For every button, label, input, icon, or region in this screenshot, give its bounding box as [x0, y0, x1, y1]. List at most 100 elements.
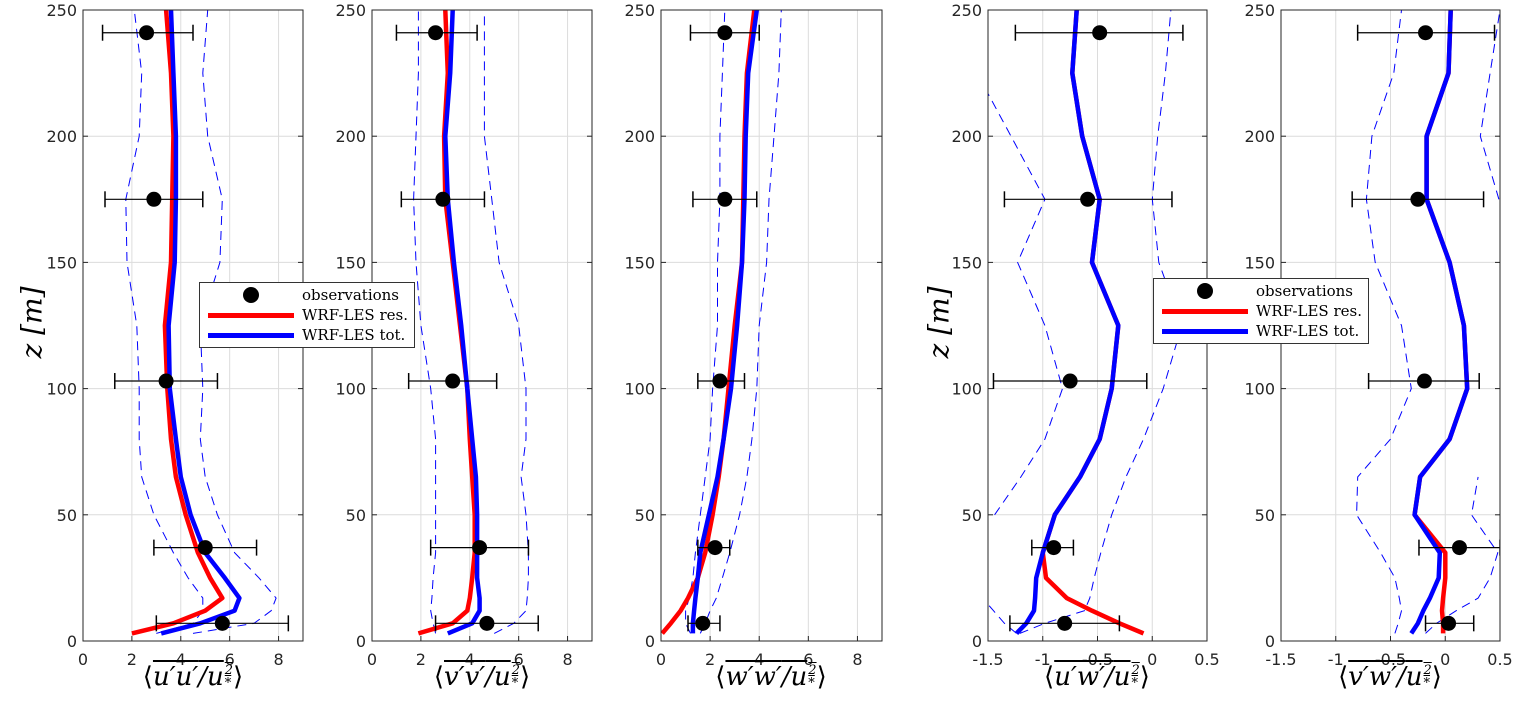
y-tick-label: 0	[356, 632, 366, 651]
legend-tot-label: WRF-LES tot.	[302, 326, 406, 344]
tot-line	[690, 10, 760, 634]
observation-point	[1451, 540, 1467, 556]
legend-obs-marker	[1197, 283, 1213, 299]
legend-res-label: WRF-LES res.	[302, 306, 408, 324]
y-label-text: z [m]	[922, 286, 956, 359]
plot-area	[1351, 10, 1500, 635]
plot-area	[988, 10, 1184, 636]
lower-bound-dashed-line	[413, 10, 437, 634]
x-tick-label: 8	[562, 650, 572, 669]
y-tick-label: 250	[1244, 1, 1275, 20]
x-label-quantity: u′u′	[152, 662, 199, 692]
x-label-sub: *	[1423, 676, 1430, 691]
x-tick-label: 6	[225, 650, 235, 669]
tot-line	[160, 10, 242, 636]
x-tick-label: -0.5	[1375, 650, 1406, 669]
y-label-text: z [m]	[15, 286, 49, 359]
x-tick-label: 0	[656, 650, 666, 669]
y-tick-label: 150	[951, 253, 982, 272]
x-tick-label: 0	[78, 650, 88, 669]
y-tick-label: 200	[1244, 127, 1275, 146]
y-tick-label: 150	[335, 253, 366, 272]
x-label-sub: *	[224, 676, 232, 691]
x-label-scale: u	[493, 662, 511, 692]
lower-bound-dashed-line	[685, 10, 726, 634]
x-axis-label-4: ⟨ u′w′ / u 2 * ⟩	[1044, 662, 1150, 692]
x-tick-label: -1.5	[1265, 650, 1296, 669]
legend-right: observations WRF-LES res. WRF-LES tot.	[1153, 278, 1369, 344]
x-tick-label: 4	[465, 650, 475, 669]
x-axis-label-2: ⟨ v′v′ / u 2 * ⟩	[433, 662, 531, 692]
observation-point	[435, 191, 451, 207]
legend-res-label: WRF-LES res.	[1256, 302, 1362, 320]
x-label-quantity: u′w′	[1054, 662, 1106, 692]
x-label-sub: *	[1131, 676, 1139, 691]
observation-point	[428, 25, 444, 41]
upper-bound-dashed-line	[483, 10, 529, 634]
x-tick-label: 4	[176, 650, 186, 669]
y-tick-label: 250	[951, 1, 982, 20]
x-axis-label-5: ⟨ v′w′ / u 2 * ⟩	[1338, 662, 1442, 692]
y-tick-label: 0	[67, 632, 77, 651]
observation-point	[717, 191, 733, 207]
y-tick-label: 200	[624, 127, 655, 146]
y-tick-label: 200	[46, 127, 77, 146]
observation-point	[712, 373, 728, 389]
y-tick-label: 250	[46, 1, 77, 20]
observation-point	[1080, 191, 1096, 207]
x-tick-label: 2	[705, 650, 715, 669]
observation-point	[214, 615, 230, 631]
y-tick-label: 50	[635, 506, 655, 525]
observation-point	[1418, 25, 1434, 41]
x-tick-label: 6	[514, 650, 524, 669]
legend-obs-marker	[243, 287, 259, 303]
res-line	[131, 10, 225, 636]
legend-obs-label: observations	[1256, 282, 1354, 300]
x-tick-label: 8	[852, 650, 862, 669]
y-tick-label: 250	[335, 1, 366, 20]
upper-bound-dashed-line	[1019, 10, 1183, 634]
res-line	[1040, 10, 1145, 636]
res-line	[1412, 10, 1470, 634]
upper-bound-dashed-line	[1425, 10, 1500, 634]
x-tick-label: 2	[127, 650, 137, 669]
x-tick-label: 0	[367, 650, 377, 669]
x-tick-label: -1.5	[972, 650, 1003, 669]
x-label-sup: 2	[511, 663, 520, 678]
x-tick-label: -1	[1035, 650, 1051, 669]
x-label-sup: 2	[224, 663, 234, 678]
x-tick-label: -0.5	[1082, 650, 1113, 669]
observation-point	[1046, 540, 1062, 556]
axes-box	[660, 9, 883, 642]
x-label-quantity: v′w′	[1348, 662, 1397, 692]
x-axis-label-3: ⟨ w′w′ / u 2 * ⟩	[715, 662, 827, 692]
observation-point	[1057, 615, 1073, 631]
y-tick-label: 150	[1244, 253, 1275, 272]
observation-point	[1092, 25, 1108, 41]
observation-point	[1441, 615, 1457, 631]
panel-5: -1.5 -1 -0.5 0 0.5 0 50 100 150 200 250	[1244, 1, 1512, 669]
legend-res-line	[208, 312, 294, 318]
y-tick-label: 100	[335, 380, 366, 399]
y-tick-label: 100	[624, 380, 655, 399]
x-tick-label: 8	[273, 650, 283, 669]
observation-point	[1410, 191, 1426, 207]
x-label-sup: 2	[808, 663, 817, 678]
x-label-scale: u	[1113, 662, 1131, 692]
y-tick-label: 150	[624, 253, 655, 272]
y-tick-label: 100	[951, 380, 982, 399]
y-tick-label: 100	[46, 380, 77, 399]
tot-line	[1409, 10, 1470, 635]
x-label-quantity: v′v′	[444, 662, 486, 692]
lower-bound-dashed-line	[1356, 10, 1412, 634]
x-label-sub: *	[808, 676, 815, 691]
observation-point	[1416, 373, 1432, 389]
legend-obs-label: observations	[302, 286, 400, 304]
legend-tot-line	[1162, 328, 1248, 334]
observation-point	[472, 540, 488, 556]
x-label-sup: 2	[1131, 663, 1140, 678]
res-line	[661, 10, 757, 635]
x-tick-label: 0.5	[1194, 650, 1219, 669]
tot-line	[1014, 10, 1121, 635]
